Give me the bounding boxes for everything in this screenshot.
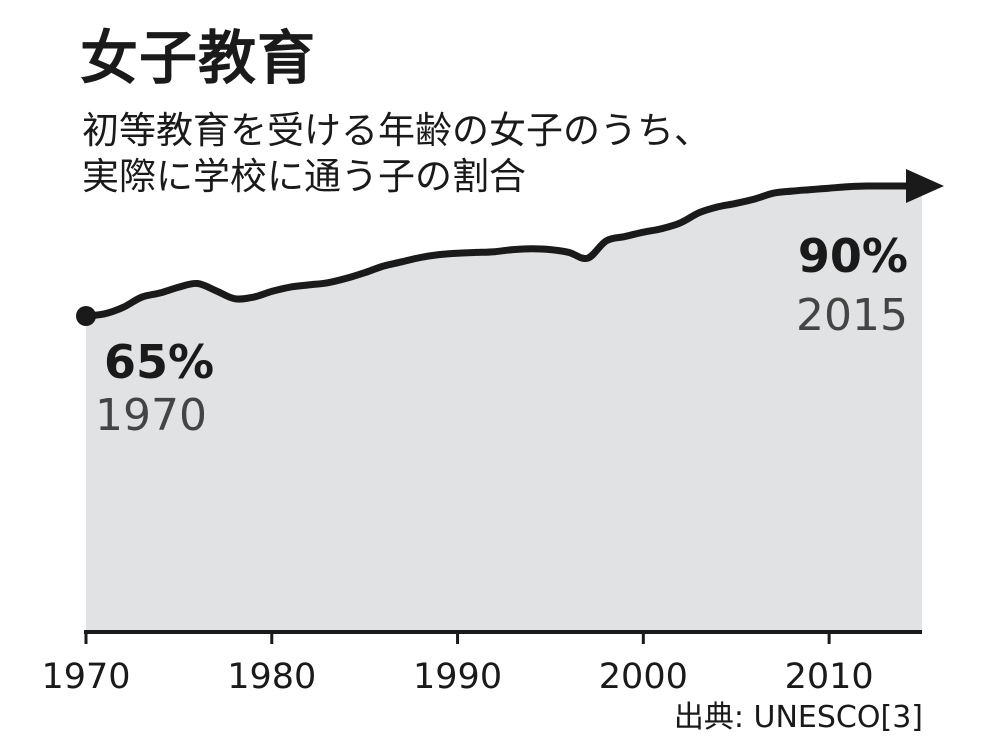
x-tick-label: 2010 [785, 657, 874, 697]
x-tick-label: 1980 [227, 657, 316, 697]
source-note: 出典: UNESCO[3] [673, 700, 923, 735]
area-fill [86, 185, 922, 632]
x-tick-label: 1990 [413, 657, 502, 697]
start-year-label: 1970 [95, 390, 207, 441]
subtitle-line-1: 初等教育を受ける年齢の女子のうち、 [82, 109, 711, 152]
x-tick-label: 2000 [599, 657, 688, 697]
subtitle-line-2: 実際に学校に通う子の割合 [82, 155, 526, 198]
end-year-label: 2015 [796, 290, 908, 341]
start-value-label: 65% [104, 335, 214, 389]
chart-subtitle: 初等教育を受ける年齢の女子のうち、 実際に学校に通う子の割合 [82, 108, 711, 200]
x-tick-label: 1970 [41, 657, 130, 697]
start-point-dot [76, 306, 96, 326]
chart-title: 女子教育 [80, 24, 317, 92]
series-line [82, 182, 926, 320]
end-arrowhead [906, 169, 944, 203]
x-axis-ticks: 1970 1980 1990 2000 2010 [41, 632, 874, 697]
end-value-label: 90% [798, 229, 908, 283]
